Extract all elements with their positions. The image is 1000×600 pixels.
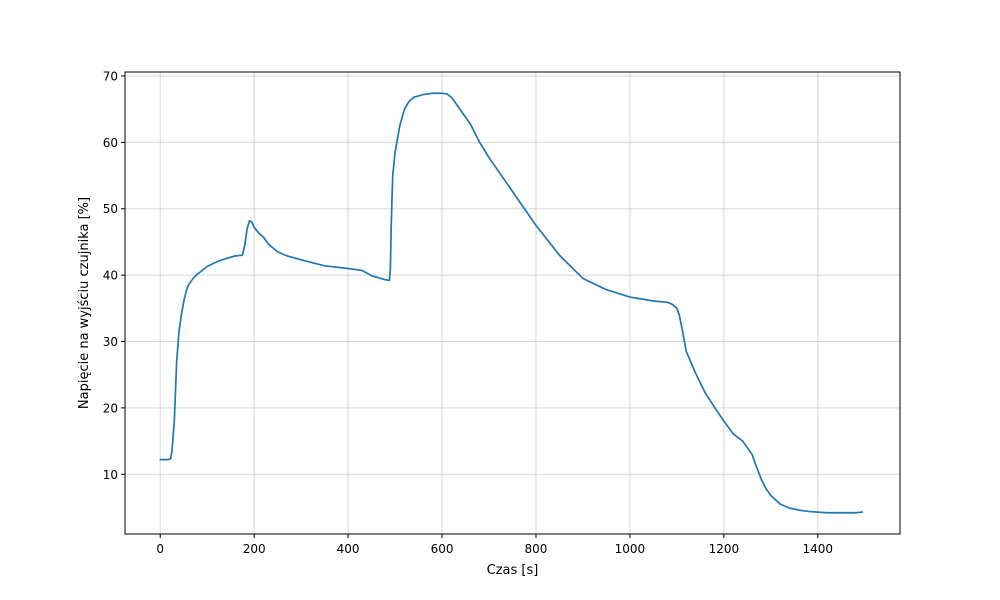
y-axis-label: Napięcie na wyjściu czujnika [%]: [77, 197, 92, 409]
x-tick-label: 1000: [615, 542, 646, 556]
x-axis-label: Czas [s]: [487, 563, 539, 578]
y-tick-label: 10: [103, 468, 118, 482]
x-tick-label: 200: [243, 542, 266, 556]
x-tick-label: 1400: [803, 542, 834, 556]
y-tick-label: 20: [103, 401, 118, 415]
y-tick-label: 50: [103, 202, 118, 216]
x-tick-label: 1200: [709, 542, 740, 556]
y-tick-label: 60: [103, 136, 118, 150]
y-tick-label: 70: [103, 69, 118, 83]
x-tick-label: 800: [525, 542, 548, 556]
y-tick-label: 30: [103, 335, 118, 349]
x-tick-label: 600: [431, 542, 454, 556]
x-tick-label: 400: [337, 542, 360, 556]
y-tick-label: 40: [103, 269, 118, 283]
x-tick-label: 0: [156, 542, 164, 556]
